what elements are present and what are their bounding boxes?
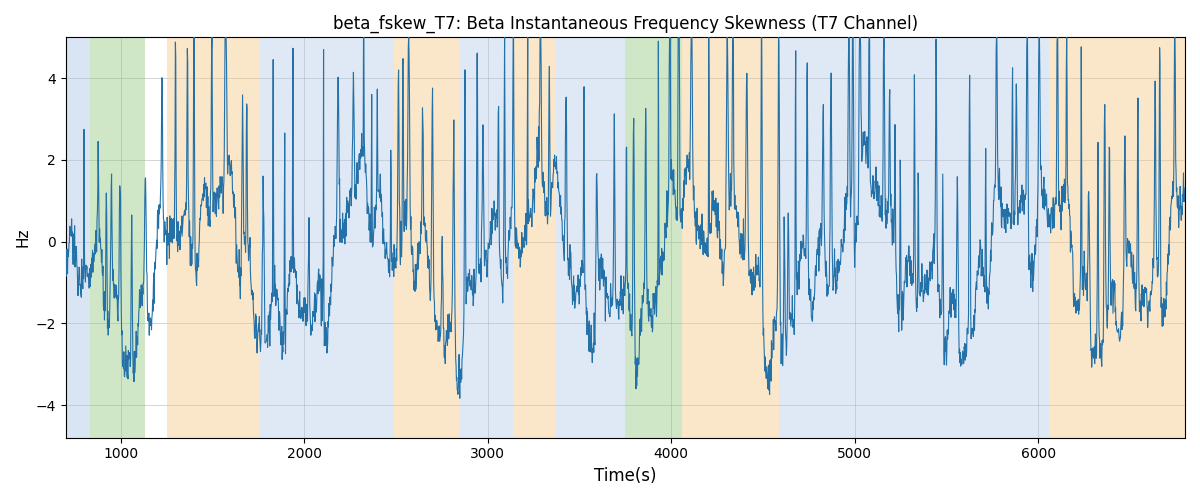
Bar bbox=[683, 38, 780, 438]
Y-axis label: Hz: Hz bbox=[16, 228, 30, 248]
Bar bbox=[625, 38, 683, 438]
Bar bbox=[556, 38, 625, 438]
Title: beta_fskew_T7: Beta Instantaneous Frequency Skewness (T7 Channel): beta_fskew_T7: Beta Instantaneous Freque… bbox=[332, 15, 918, 34]
Bar bbox=[1049, 38, 1184, 438]
Bar bbox=[167, 38, 260, 438]
Bar bbox=[260, 38, 394, 438]
Bar bbox=[780, 38, 1049, 438]
Bar bbox=[90, 38, 145, 438]
X-axis label: Time(s): Time(s) bbox=[594, 467, 656, 485]
Bar bbox=[66, 38, 90, 438]
Bar bbox=[514, 38, 556, 438]
Bar bbox=[460, 38, 514, 438]
Bar bbox=[394, 38, 460, 438]
